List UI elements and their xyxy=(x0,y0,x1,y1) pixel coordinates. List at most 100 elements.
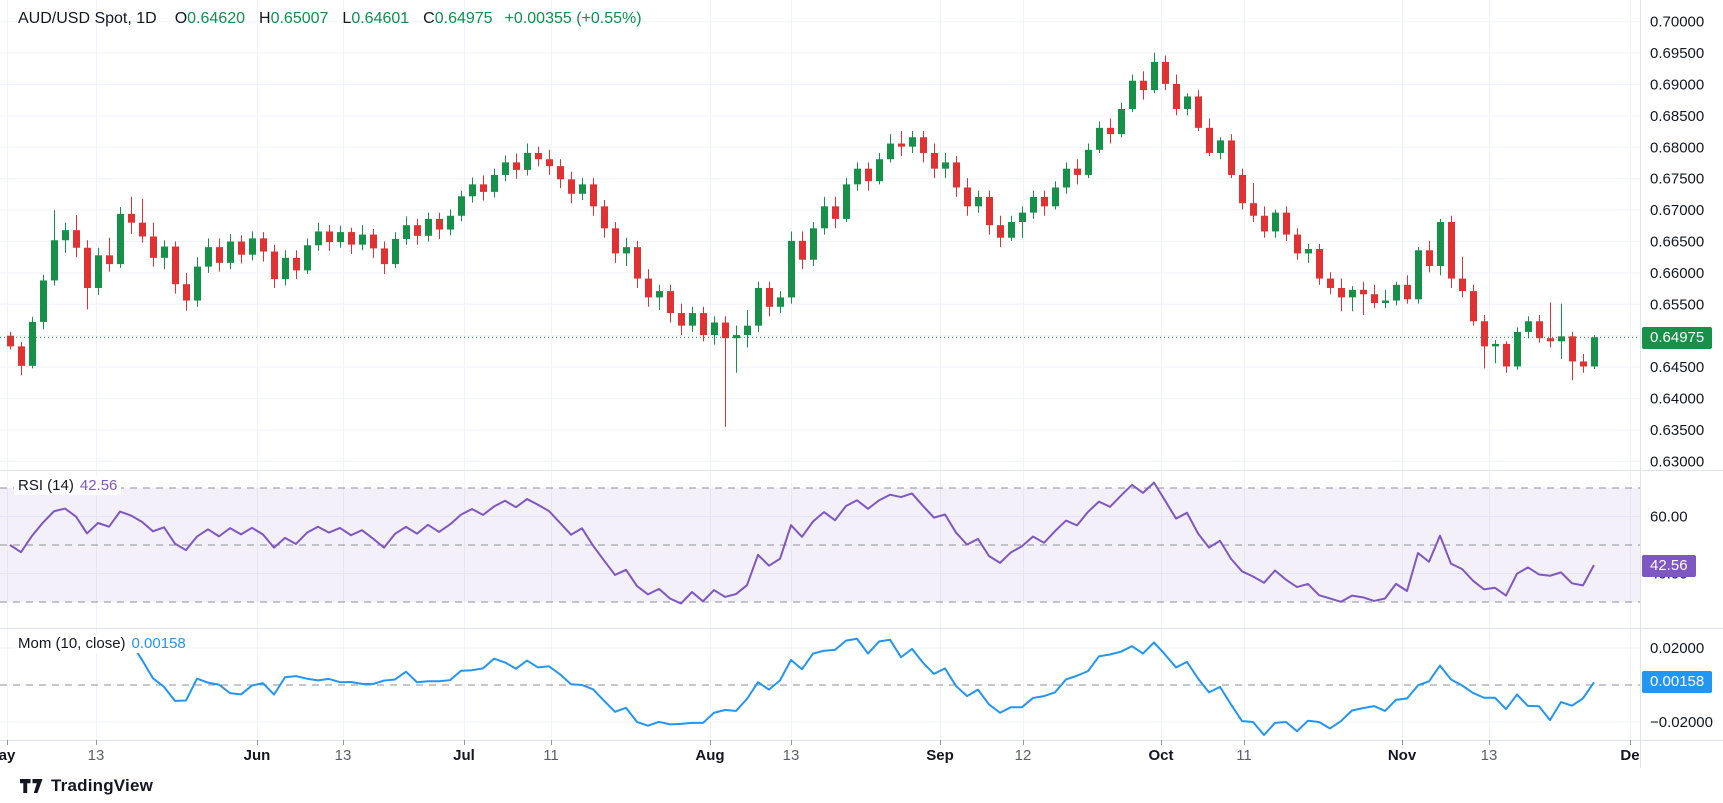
candle-body xyxy=(601,206,608,229)
rsi-name: RSI (14) xyxy=(18,477,74,494)
time-axis-tick: 13 xyxy=(88,747,105,764)
candle-body xyxy=(1008,222,1015,238)
candle-body xyxy=(1437,222,1444,266)
candle-body xyxy=(1415,250,1422,300)
candle-body xyxy=(315,231,322,246)
candle-body xyxy=(337,232,344,243)
symbol-header: AUD/USD Spot, 1D O0.64620 H0.65007 L0.64601… xyxy=(18,10,642,28)
candle-body xyxy=(821,206,828,229)
price-axis-tick: 0.70000 xyxy=(1650,14,1704,31)
time-axis-tick: 11 xyxy=(543,747,559,764)
momentum-value: 0.00158 xyxy=(131,635,186,652)
candle-body xyxy=(73,230,80,248)
candle-body xyxy=(1404,284,1411,300)
tradingview-logo[interactable]: TradingView xyxy=(20,776,153,796)
candle-body xyxy=(447,215,454,230)
candle-body xyxy=(656,291,663,298)
candle-body xyxy=(513,162,520,170)
candle-body xyxy=(458,196,465,216)
price-axis-tick: 0.64500 xyxy=(1650,359,1704,376)
rsi-value: 42.56 xyxy=(79,477,118,494)
panel-separators xyxy=(0,0,1723,769)
candle-body xyxy=(1514,331,1521,367)
candle-body xyxy=(1591,337,1598,367)
candle-body xyxy=(238,241,245,255)
time-axis-labels[interactable]: ay 13 Jun 13 Jul 11 Aug 13 Sep 12 Oct 11 Nov 13 De xyxy=(0,740,1640,764)
time-axis-tick: Jul xyxy=(453,747,475,764)
candle-body xyxy=(1140,80,1147,91)
candle-body xyxy=(304,245,311,271)
candle-body xyxy=(579,184,586,194)
time-axis-tick: Aug xyxy=(695,747,724,764)
time-axis-tick: Oct xyxy=(1148,747,1173,764)
time-axis-tick: Nov xyxy=(1388,747,1417,764)
candle-body xyxy=(106,255,113,265)
candle-body xyxy=(722,322,729,339)
candle-body xyxy=(403,225,410,239)
time-axis-tick: ay xyxy=(0,747,16,764)
candle-body xyxy=(1195,96,1202,128)
chart-canvas[interactable]: 0.70000 0.69500 0.69000 0.68500 0.68000 0.675… xyxy=(0,0,1723,769)
candle-body xyxy=(733,335,740,339)
current-price-badge: 0.64975 xyxy=(1642,327,1713,349)
candle-body xyxy=(986,196,993,226)
candle-body xyxy=(667,291,674,314)
candle-body xyxy=(865,168,872,182)
candle-body xyxy=(139,222,146,237)
candle-body xyxy=(612,228,619,254)
candle-body xyxy=(1349,289,1356,298)
candle-body xyxy=(436,218,443,230)
candle-body xyxy=(282,257,289,280)
candle-body xyxy=(711,322,718,336)
candle-body xyxy=(744,325,751,336)
candle-body xyxy=(843,184,850,219)
tradingview-logo-icon xyxy=(20,778,43,793)
candle-body xyxy=(183,284,190,301)
candle-body xyxy=(1041,196,1048,207)
candle-body xyxy=(480,184,487,192)
candle-body xyxy=(678,313,685,326)
ohlc-high-key: H xyxy=(259,10,271,27)
candle-body xyxy=(260,238,267,252)
time-axis-tick: 13 xyxy=(783,747,800,764)
candle-body xyxy=(502,162,509,175)
candle-body xyxy=(1228,140,1235,175)
rsi-indicator-label[interactable]: RSI (14) 42.56 xyxy=(14,476,122,495)
momentum-indicator-label[interactable]: Mom (10, close) 0.00158 xyxy=(14,634,190,653)
candle-body xyxy=(1096,127,1103,150)
candle-body xyxy=(161,246,168,258)
time-axis-tick: 13 xyxy=(335,747,352,764)
candle-body xyxy=(249,238,256,255)
candle-body xyxy=(348,232,355,245)
price-axis-labels[interactable]: 0.70000 0.69500 0.69000 0.68500 0.68000 0.675… xyxy=(1650,14,1713,731)
time-axis-tick: De xyxy=(1620,747,1639,764)
candle-body xyxy=(964,187,971,207)
candle-body xyxy=(7,335,14,347)
price-axis-tick: 0.66000 xyxy=(1650,265,1704,282)
ohlc-open-value: 0.64620 xyxy=(187,10,246,27)
candle-body xyxy=(95,255,102,288)
candle-body xyxy=(766,287,773,307)
price-axis-tick: 0.65500 xyxy=(1650,296,1704,313)
price-axis-tick: 0.63500 xyxy=(1650,422,1704,439)
price-axis-tick: 0.67000 xyxy=(1650,202,1704,219)
candle-body xyxy=(326,231,333,243)
candle-body xyxy=(1173,83,1180,109)
candle-body xyxy=(1305,249,1312,254)
price-axis-tick: 0.64000 xyxy=(1650,391,1704,408)
candle-body xyxy=(1118,108,1125,135)
rsi-axis-tick: 60.00 xyxy=(1650,509,1688,526)
candle-body xyxy=(1085,149,1092,175)
candle-body xyxy=(623,247,630,254)
candle-body xyxy=(535,152,542,160)
candle-body xyxy=(1481,321,1488,347)
momentum-axis-tick: −0.02000 xyxy=(1650,714,1713,731)
candle-body xyxy=(84,247,91,288)
candle-body xyxy=(205,247,212,267)
time-axis-tick: 12 xyxy=(1015,747,1032,764)
candle-body xyxy=(271,251,278,280)
price-axis-tick: 0.67500 xyxy=(1650,171,1704,188)
candle-body xyxy=(634,247,641,279)
candle-body xyxy=(1162,61,1169,84)
candle-body xyxy=(953,162,960,188)
